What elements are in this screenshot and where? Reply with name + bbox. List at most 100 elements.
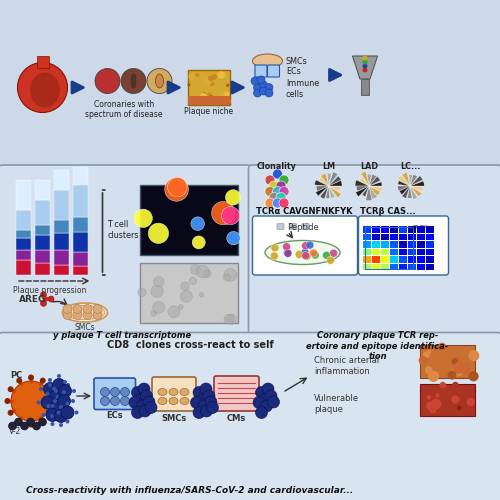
Wedge shape [362,186,369,196]
Text: SMCs: SMCs [286,56,308,66]
Circle shape [138,288,146,296]
Bar [54,190,69,220]
Circle shape [206,402,218,413]
Circle shape [279,198,289,208]
Circle shape [322,252,330,260]
Bar [36,56,49,68]
Circle shape [260,87,268,95]
Circle shape [444,385,450,392]
Circle shape [362,60,368,64]
Bar [417,256,425,262]
Ellipse shape [158,398,167,404]
FancyBboxPatch shape [0,165,252,338]
Text: LAD: LAD [360,162,378,171]
Circle shape [284,248,292,256]
Bar [73,167,88,184]
Wedge shape [361,172,369,186]
Circle shape [212,74,217,80]
Circle shape [265,89,273,97]
Circle shape [311,251,319,259]
Wedge shape [402,186,410,198]
Circle shape [265,84,273,92]
Circle shape [43,396,47,400]
FancyBboxPatch shape [214,376,259,411]
Circle shape [452,356,462,367]
FancyBboxPatch shape [268,65,280,77]
Circle shape [48,386,54,392]
Bar [35,262,50,275]
Circle shape [429,406,436,413]
Circle shape [154,276,164,287]
Circle shape [57,392,61,396]
Circle shape [145,402,157,413]
Polygon shape [352,56,378,79]
Circle shape [54,410,68,422]
Bar [54,220,69,232]
Circle shape [453,362,464,374]
Circle shape [150,310,156,316]
Circle shape [467,386,471,390]
Bar [35,225,50,235]
Bar [372,256,380,262]
Bar [426,264,434,270]
Wedge shape [356,186,369,196]
Circle shape [251,77,259,85]
Circle shape [222,206,240,225]
Circle shape [42,413,46,417]
Circle shape [204,78,212,85]
Circle shape [258,394,270,406]
Bar [35,250,50,262]
Bar [372,226,380,232]
Circle shape [66,420,70,424]
Text: Plaque progression: Plaque progression [14,286,86,295]
Bar [188,70,230,105]
Wedge shape [369,186,382,192]
Bar [390,226,398,232]
Circle shape [224,268,237,281]
Bar [408,256,416,262]
Circle shape [59,405,63,409]
Circle shape [38,418,46,426]
Circle shape [54,389,58,393]
FancyBboxPatch shape [94,378,136,410]
Wedge shape [369,176,380,186]
Circle shape [466,398,475,406]
Bar [399,226,407,232]
Circle shape [152,302,164,314]
Circle shape [265,198,275,208]
Bar [381,264,389,270]
Wedge shape [320,186,328,199]
Bar [140,185,237,255]
Text: Clonality: Clonality [257,162,297,171]
Circle shape [50,422,54,426]
Bar [426,226,434,232]
Circle shape [44,382,57,396]
Wedge shape [409,175,412,186]
Bar [363,256,371,262]
Circle shape [58,394,70,407]
Circle shape [48,410,54,416]
FancyBboxPatch shape [302,224,309,230]
Circle shape [56,395,60,399]
Circle shape [276,181,286,191]
Bar [417,248,425,255]
Circle shape [11,381,51,421]
Bar [381,248,389,255]
Wedge shape [402,172,410,186]
Bar [363,248,371,255]
Bar [73,217,88,232]
Circle shape [48,396,52,400]
Circle shape [14,418,22,426]
Ellipse shape [265,240,340,264]
Circle shape [4,398,10,404]
Circle shape [54,400,58,404]
Circle shape [438,342,446,351]
Circle shape [218,93,226,100]
Bar [372,248,380,255]
FancyBboxPatch shape [0,332,500,500]
FancyBboxPatch shape [358,216,448,275]
Ellipse shape [252,54,282,68]
Circle shape [53,399,57,403]
Bar [35,180,50,200]
Bar [390,264,398,270]
